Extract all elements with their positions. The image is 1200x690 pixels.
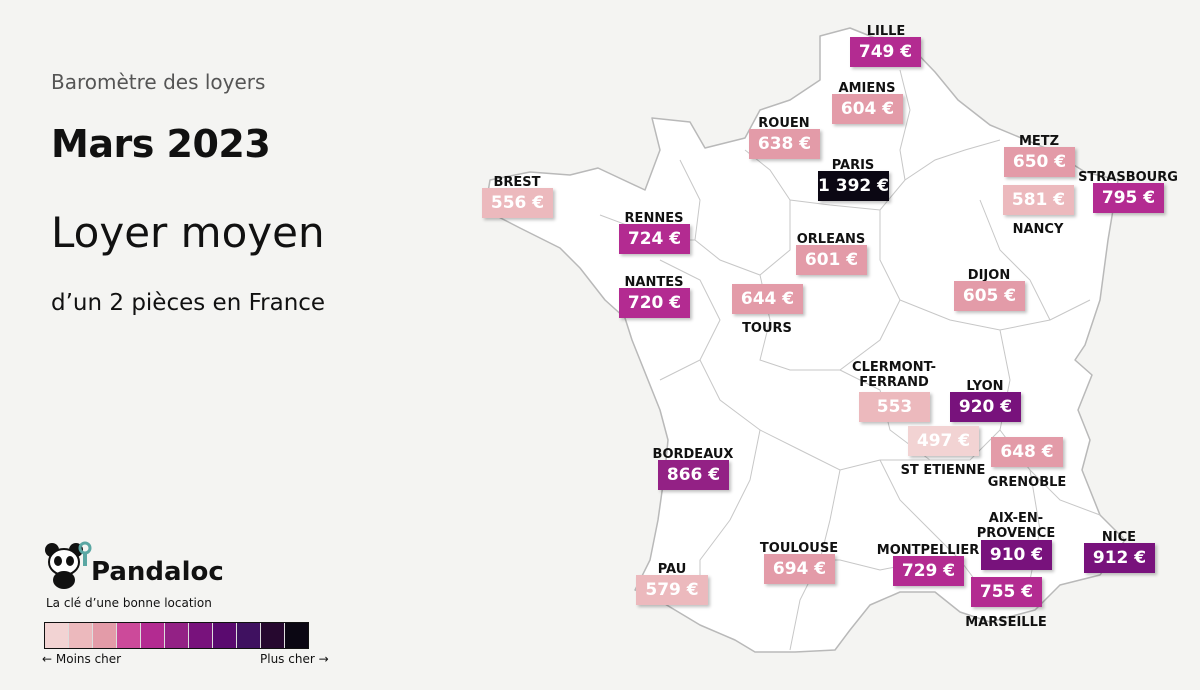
panda-icon (45, 541, 92, 589)
city-label-metz: METZ (1018, 134, 1060, 149)
city-price-pau: 579 € (636, 575, 708, 605)
city-price-rennes: 724 € (619, 224, 690, 254)
brand-name: Pandaloc (91, 557, 224, 587)
city-label-tours: TOURS (742, 321, 792, 336)
city-price-nice: 912 € (1084, 543, 1155, 573)
city-price-grenoble: 648 € (991, 437, 1063, 467)
city-label-st-etienne: ST ETIENNE (900, 463, 986, 478)
scale-swatch (237, 623, 261, 648)
city-label-marseille: MARSEILLE (965, 615, 1047, 630)
city-label-strasbourg: STRASBOURG (1078, 170, 1178, 185)
city-price-aix-en-provence: 910 € (981, 540, 1052, 570)
city-price-lille: 749 € (850, 37, 921, 67)
city-label-lyon: LYON (966, 379, 1004, 394)
city-price-st-etienne: 497 € (908, 426, 979, 456)
city-label-toulouse: TOULOUSE (759, 541, 839, 556)
subheadline: d’un 2 pièces en France (51, 290, 326, 316)
city-label-montpellier: MONTPELLIER (876, 543, 980, 558)
city-label-amiens: AMIENS (838, 81, 896, 96)
scale-swatch (189, 623, 213, 648)
scale-low-label: ← Moins cher (42, 652, 122, 666)
city-label-bordeaux: BORDEAUX (652, 447, 734, 462)
city-label-paris: PARIS (831, 158, 875, 173)
city-price-tours: 644 € (732, 284, 803, 314)
city-price-nantes: 720 € (619, 288, 690, 318)
headline: Loyer moyen (51, 208, 325, 257)
france-outline (484, 27, 1126, 653)
scale-swatch (285, 623, 308, 648)
city-price-nancy: 581 € (1003, 185, 1074, 215)
city-price-amiens: 604 € (832, 94, 903, 124)
city-price-brest: 556 € (482, 188, 553, 218)
scale-swatch (165, 623, 189, 648)
city-price-toulouse: 694 € (764, 554, 835, 584)
city-label-dijon: DIJON (967, 268, 1011, 283)
city-label-nancy: NANCY (1012, 222, 1064, 237)
scale-swatch (141, 623, 165, 648)
brand-logo: Pandaloc La clé d’une bonne location (42, 540, 272, 615)
city-price-orleans: 601 € (796, 245, 867, 275)
city-price-marseille: 755 € (971, 577, 1042, 607)
city-label-grenoble: GRENOBLE (987, 475, 1067, 490)
scale-swatch (117, 623, 141, 648)
city-price-metz: 650 € (1004, 147, 1075, 177)
city-label-rouen: ROUEN (758, 116, 810, 131)
city-label-brest: BREST (493, 175, 541, 190)
city-price-dijon: 605 € (954, 281, 1025, 311)
city-price-clermont-ferrand: 553 (859, 392, 930, 422)
scale-swatch (69, 623, 93, 648)
city-label-lille: LILLE (866, 24, 906, 39)
barometer-subtitle: Baromètre des loyers (51, 70, 266, 94)
scale-high-label: Plus cher → (260, 652, 329, 666)
city-label-nice: NICE (1101, 530, 1137, 545)
page-title: Mars 2023 (51, 122, 271, 166)
city-price-montpellier: 729 € (893, 556, 964, 586)
price-color-scale (44, 622, 309, 649)
city-label-pau: PAU (657, 562, 687, 577)
brand-tagline: La clé d’une bonne location (46, 596, 212, 610)
scale-swatch (45, 623, 69, 648)
city-label-nantes: NANTES (624, 275, 684, 290)
city-price-lyon: 920 € (950, 392, 1021, 422)
city-label-aix-en-provence: AIX-EN- PROVENCE (976, 511, 1056, 541)
city-label-rennes: RENNES (624, 211, 684, 226)
scale-swatch (213, 623, 237, 648)
city-price-rouen: 638 € (749, 129, 820, 159)
city-price-paris: 1 392 € (818, 171, 889, 201)
city-label-orleans: ORLEANS (796, 232, 866, 247)
city-price-bordeaux: 866 € (658, 460, 729, 490)
city-price-strasbourg: 795 € (1093, 183, 1164, 213)
city-label-clermont-ferrand: CLERMONT- FERRAND (852, 360, 936, 390)
scale-swatch (93, 623, 117, 648)
scale-swatch (261, 623, 285, 648)
